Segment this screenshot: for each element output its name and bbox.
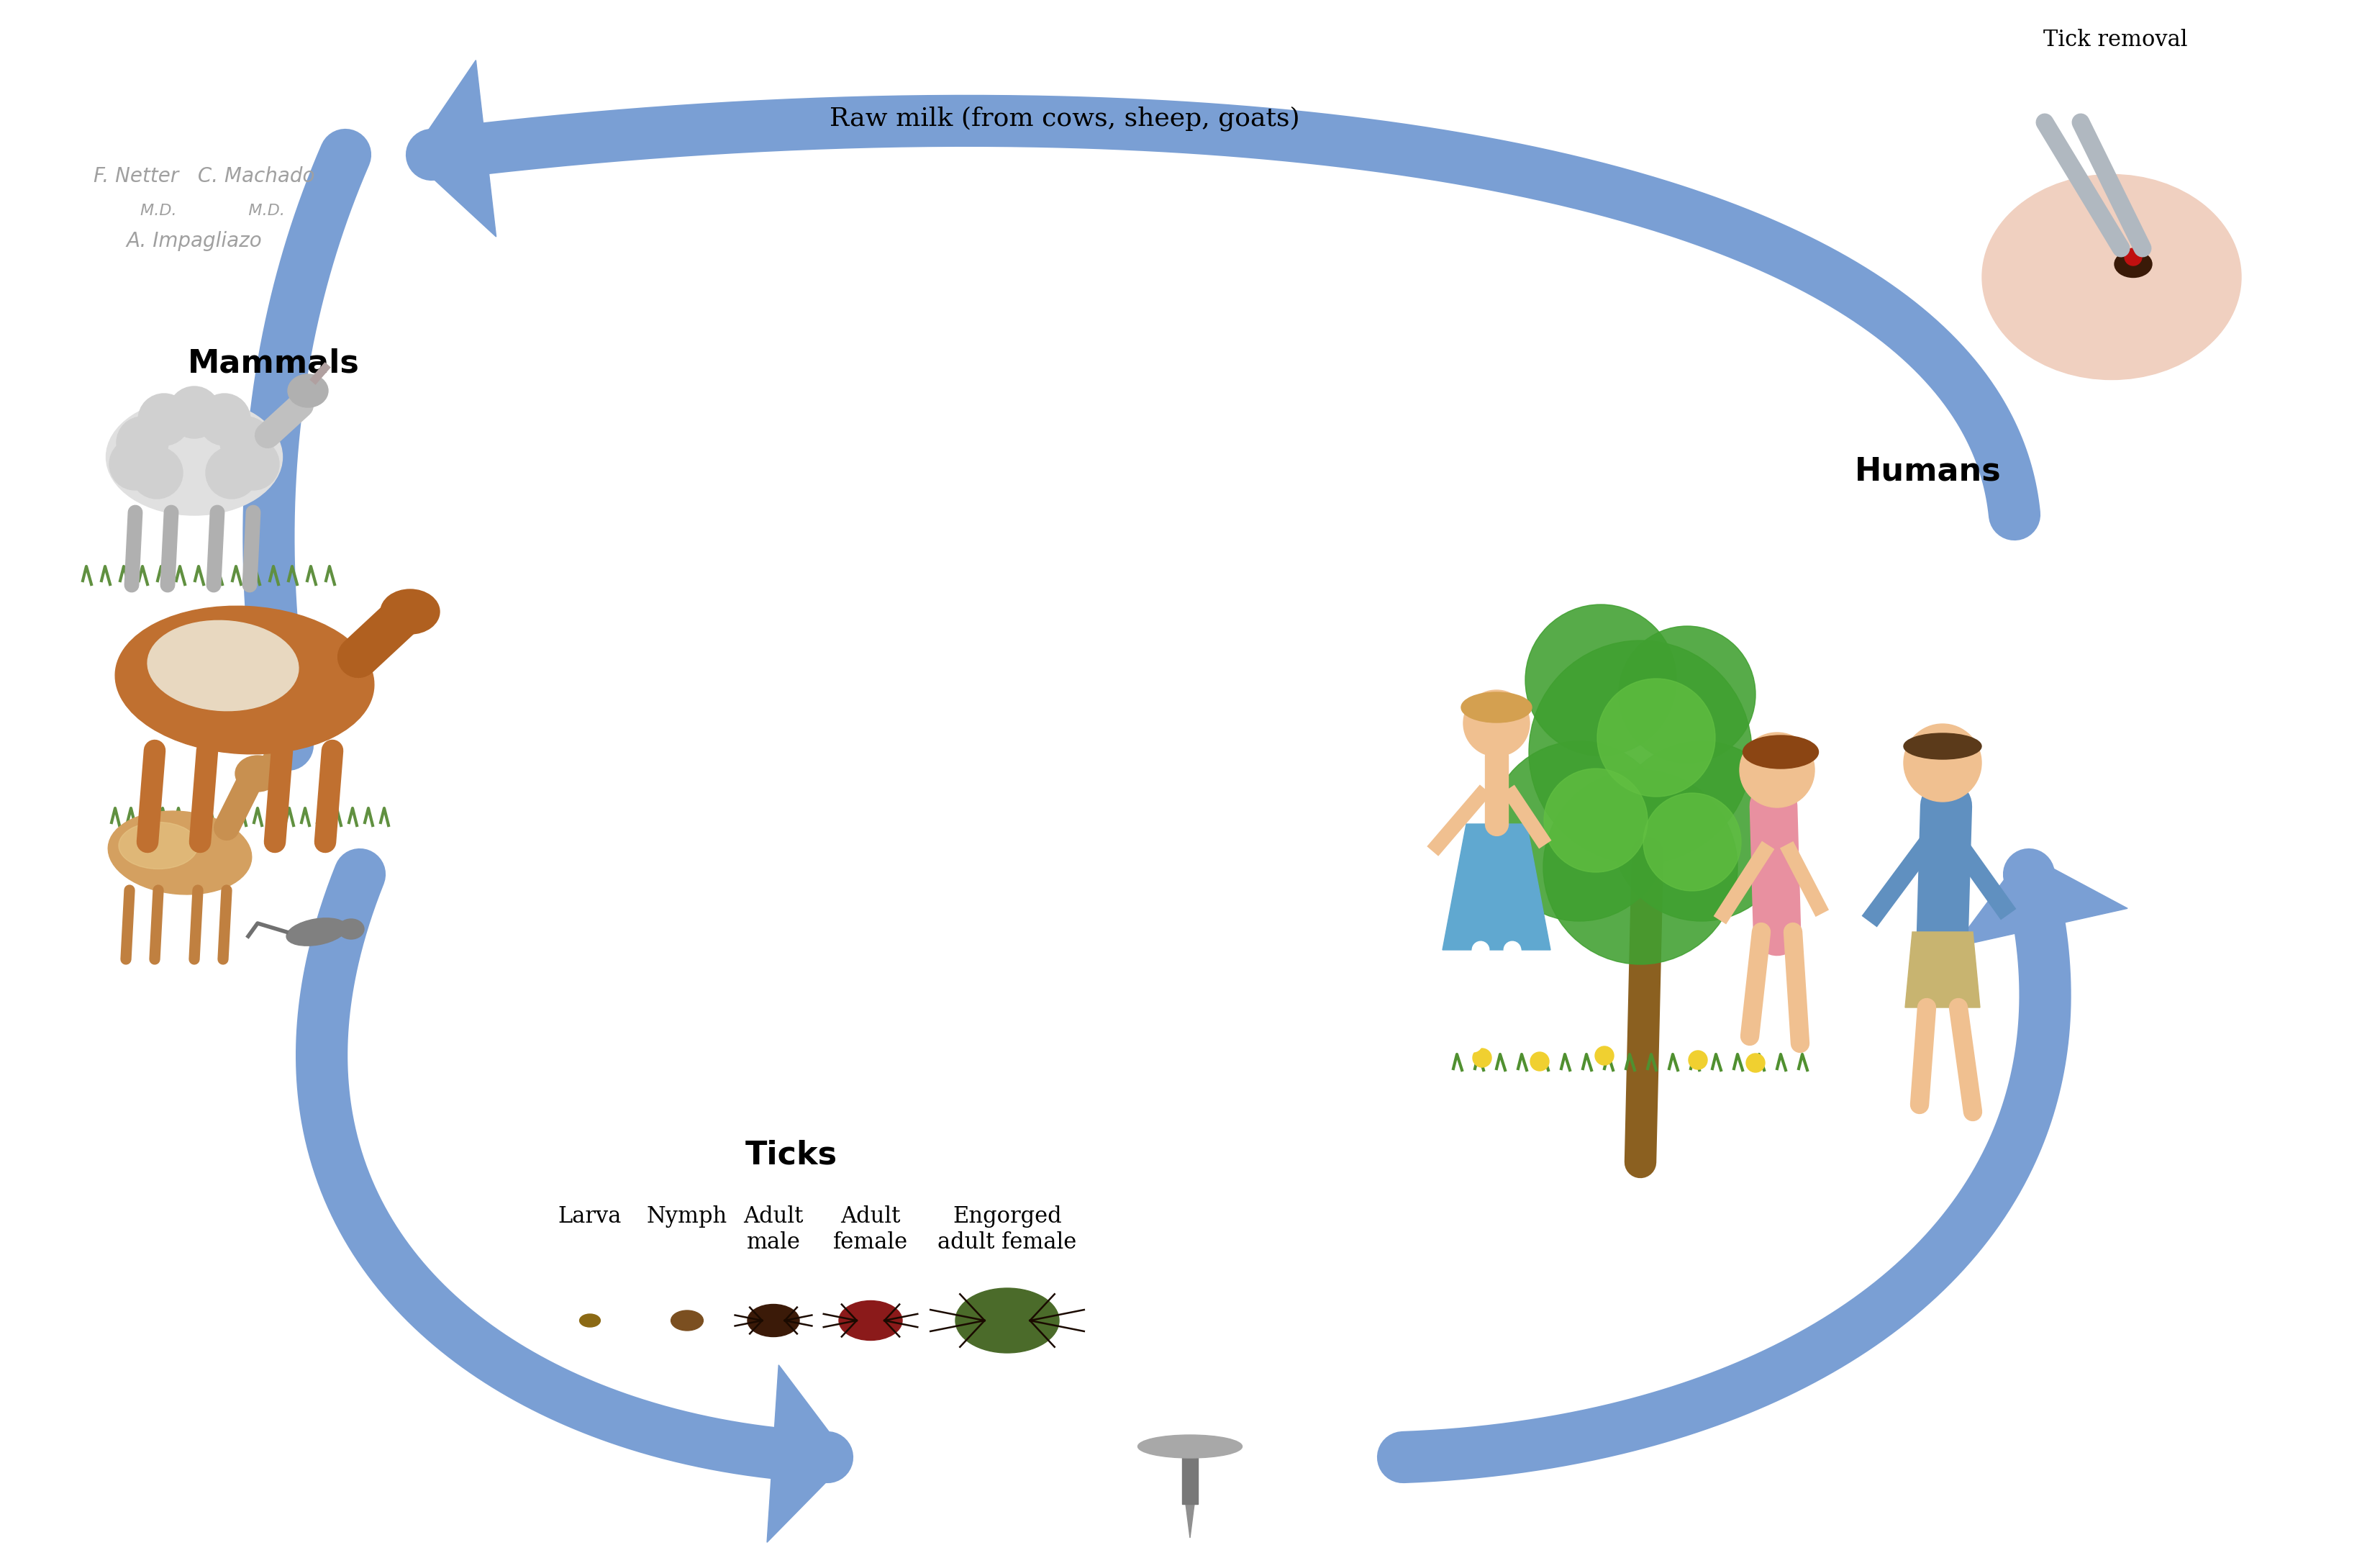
Ellipse shape [288,374,328,407]
Circle shape [228,438,278,491]
Text: F. Netter   C. Machado: F. Netter C. Machado [93,167,314,187]
Circle shape [1528,640,1752,863]
Polygon shape [1185,1503,1195,1538]
Ellipse shape [381,589,440,634]
Circle shape [117,416,169,469]
Ellipse shape [671,1310,702,1331]
Ellipse shape [1461,692,1533,723]
Ellipse shape [747,1304,800,1337]
Polygon shape [1904,932,1980,1008]
Text: Adult
female: Adult female [833,1206,909,1254]
Circle shape [1473,1049,1492,1067]
Ellipse shape [107,812,252,894]
Text: Mammals: Mammals [188,347,359,379]
Ellipse shape [581,1313,600,1327]
Ellipse shape [114,606,374,754]
Text: Raw milk (from cows, sheep, goats): Raw milk (from cows, sheep, goats) [831,106,1299,131]
Text: Engorged
adult female: Engorged adult female [938,1206,1076,1254]
Circle shape [109,438,162,491]
Polygon shape [1442,824,1549,950]
Text: A. Impagliazo: A. Impagliazo [126,231,262,251]
Ellipse shape [1904,734,1983,759]
Ellipse shape [2113,251,2152,277]
Circle shape [169,386,221,438]
Text: Humans: Humans [1854,456,2002,486]
Text: Ticks: Ticks [745,1139,838,1170]
Circle shape [1542,770,1737,964]
Circle shape [1618,626,1756,763]
Circle shape [205,447,257,499]
Circle shape [1740,732,1814,807]
Ellipse shape [119,823,198,869]
Circle shape [1526,605,1676,756]
Text: Nymph: Nymph [647,1206,728,1228]
Polygon shape [1954,852,2128,947]
Circle shape [1642,793,1742,891]
Ellipse shape [1138,1435,1242,1458]
Circle shape [1904,724,1983,802]
Ellipse shape [236,756,281,791]
Ellipse shape [1983,174,2242,380]
Polygon shape [409,61,495,237]
Circle shape [1611,742,1792,921]
Polygon shape [766,1365,850,1542]
Polygon shape [1183,1454,1197,1503]
Polygon shape [190,676,367,767]
Circle shape [2125,248,2142,265]
Circle shape [1747,1053,1766,1072]
Circle shape [198,394,250,446]
Ellipse shape [954,1288,1059,1352]
Circle shape [138,394,190,446]
Ellipse shape [286,918,347,946]
Circle shape [1687,1050,1706,1069]
Circle shape [1595,1047,1614,1066]
Ellipse shape [107,399,283,516]
Ellipse shape [838,1301,902,1340]
Text: Larva: Larva [559,1206,621,1228]
Ellipse shape [1742,735,1818,768]
Circle shape [1597,679,1716,796]
Circle shape [131,447,183,499]
Circle shape [1530,1052,1549,1070]
Text: Adult
male: Adult male [743,1206,804,1254]
Text: Tick removal: Tick removal [2042,28,2187,51]
Circle shape [1464,690,1530,756]
Circle shape [221,416,271,469]
Circle shape [1490,742,1668,921]
Circle shape [1545,768,1647,872]
Ellipse shape [148,620,298,710]
Text: M.D.              M.D.: M.D. M.D. [140,204,286,218]
Ellipse shape [338,919,364,939]
